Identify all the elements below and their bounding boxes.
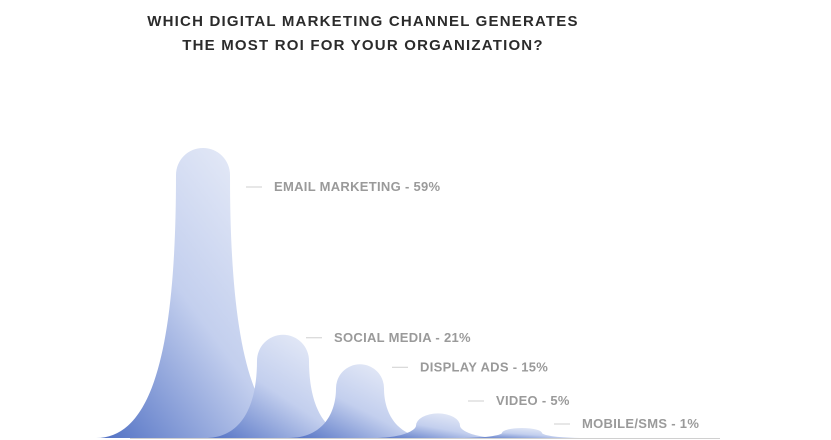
data-label-mobile-sms: MOBILE/SMS - 1% <box>582 416 699 431</box>
data-label-email-marketing: EMAIL MARKETING - 59% <box>274 179 441 194</box>
data-label-social-media: SOCIAL MEDIA - 21% <box>334 330 471 345</box>
peak-mobile-sms <box>458 428 586 438</box>
data-label-video: VIDEO - 5% <box>496 393 570 408</box>
labels-layer: EMAIL MARKETING - 59% SOCIAL MEDIA - 21% D… <box>246 179 699 431</box>
chart-title: WHICH DIGITAL MARKETING CHANNEL GENERATE… <box>0 10 726 58</box>
chart-title-line-2: THE MOST ROI FOR YOUR ORGANIZATION? <box>182 37 544 54</box>
peak-social-media <box>205 334 361 438</box>
data-label-display-ads: DISPLAY ADS - 15% <box>420 359 548 374</box>
peaks-layer <box>96 148 720 439</box>
chart-title-line-1: WHICH DIGITAL MARKETING CHANNEL GENERATE… <box>147 13 579 30</box>
peak-video <box>372 413 504 438</box>
peak-display-ads <box>288 364 432 438</box>
peak-email-marketing <box>96 148 310 438</box>
